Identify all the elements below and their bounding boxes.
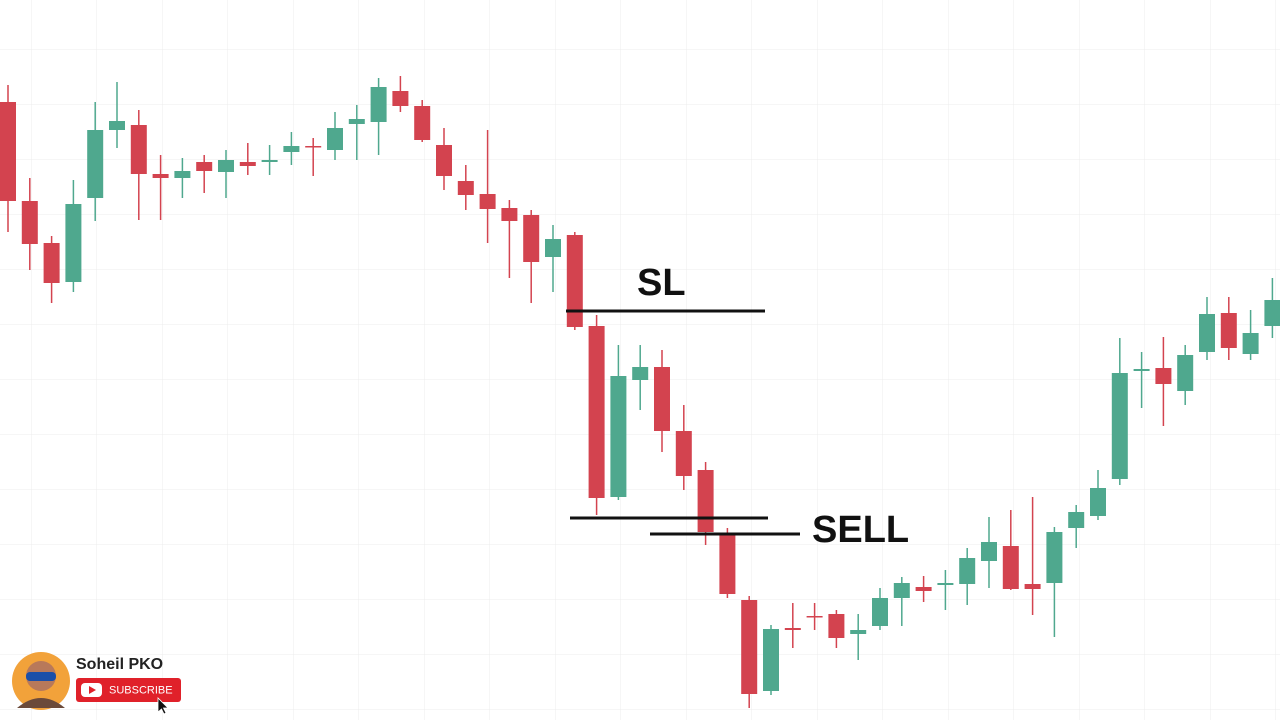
candle-body: [218, 160, 234, 172]
candle-body: [239, 162, 256, 166]
candle-body: [981, 542, 997, 561]
candle-body: [937, 583, 954, 585]
channel-badge: Soheil PKO SUBSCRIBE: [12, 652, 181, 715]
candle-body: [828, 614, 845, 638]
candle-body: [174, 171, 191, 178]
candle-body: [283, 146, 300, 152]
candle-body: [1024, 584, 1041, 589]
candle-body: [109, 121, 125, 130]
avatar-body: [17, 698, 65, 708]
candle-body: [632, 367, 649, 380]
candle-body: [850, 630, 867, 634]
candle-body: [479, 194, 496, 209]
candle-body: [1177, 355, 1194, 391]
candle-body: [87, 130, 104, 198]
candle-body: [719, 534, 736, 594]
candle-body: [392, 91, 409, 106]
candle-body: [1068, 512, 1085, 528]
candle-body: [414, 106, 431, 140]
candle-body: [588, 326, 605, 498]
candle-body: [545, 239, 561, 257]
candle-body: [261, 160, 278, 162]
candle-body: [370, 87, 387, 122]
level-label: SELL: [812, 509, 909, 551]
candle-body: [959, 558, 976, 584]
candle-body: [0, 102, 16, 201]
candle-body: [566, 235, 583, 327]
candle-body: [741, 600, 758, 694]
channel-name: Soheil PKO: [76, 656, 163, 673]
candle-body: [1111, 373, 1128, 479]
candle-body: [654, 367, 670, 431]
candles: [0, 76, 1280, 708]
candle-body: [806, 616, 823, 618]
candle-body: [1002, 546, 1019, 589]
candle-body: [43, 243, 60, 283]
candle-body: [196, 162, 213, 171]
candle-body: [763, 629, 779, 691]
avatar-glasses: [26, 672, 56, 681]
candle-body: [21, 201, 38, 244]
candle-body: [436, 145, 452, 176]
candle-body: [152, 174, 169, 178]
candle-body: [1220, 313, 1237, 348]
candle-body: [1046, 532, 1063, 583]
candle-body: [327, 128, 343, 150]
levels: SL SELL: [566, 262, 909, 551]
candle-body: [305, 146, 322, 148]
candle-body: [523, 215, 540, 262]
candle-body: [1133, 369, 1150, 371]
candle-body: [610, 376, 627, 497]
candle-body: [1199, 314, 1215, 352]
candle-body: [697, 470, 714, 532]
candle-body: [1155, 368, 1172, 384]
candle-body: [675, 431, 692, 476]
candle-body: [1090, 488, 1106, 516]
candle-body: [348, 119, 365, 124]
candle-body: [872, 598, 888, 626]
candle-body: [915, 587, 932, 591]
candle-body: [1264, 300, 1280, 326]
candle-body: [65, 204, 82, 282]
candle-body: [1242, 333, 1259, 354]
youtube-play: [89, 686, 96, 694]
candle-body: [501, 208, 518, 221]
candle-body: [457, 181, 474, 195]
candle-body: [784, 628, 801, 630]
subscribe-button[interactable]: [76, 678, 181, 702]
cursor: [157, 697, 169, 715]
level-label: SL: [637, 262, 686, 304]
candle-body: [893, 583, 910, 598]
subscribe-label: SUBSCRIBE: [109, 684, 173, 696]
candle-body: [130, 125, 147, 174]
